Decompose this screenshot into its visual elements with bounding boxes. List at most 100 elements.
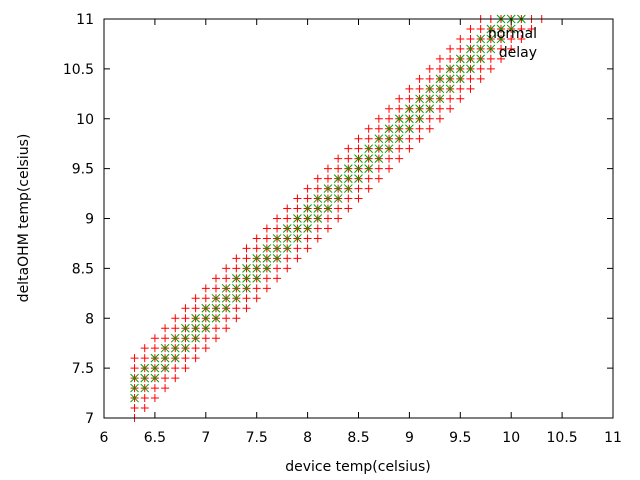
data-point xyxy=(385,164,394,173)
x-tick-label: 10.5 xyxy=(547,430,578,446)
x-tick-label: 8 xyxy=(303,430,312,446)
data-point xyxy=(394,124,404,134)
data-point xyxy=(262,284,271,293)
y-tick-label: 11 xyxy=(76,12,94,28)
data-point xyxy=(211,324,220,333)
data-point xyxy=(395,104,404,113)
data-point xyxy=(405,84,414,93)
data-point xyxy=(140,383,150,393)
data-point xyxy=(344,144,353,153)
data-point xyxy=(232,314,241,323)
data-point xyxy=(242,304,251,313)
data-point xyxy=(313,194,323,203)
data-point xyxy=(476,74,485,83)
data-point xyxy=(333,174,343,183)
data-point xyxy=(466,24,475,33)
y-tick-label: 8 xyxy=(85,311,94,327)
data-point xyxy=(517,34,526,43)
data-point xyxy=(415,104,424,114)
data-point xyxy=(405,144,414,153)
data-point xyxy=(170,353,180,363)
data-point xyxy=(293,234,302,243)
data-point xyxy=(425,124,434,133)
data-point xyxy=(293,214,302,223)
data-point xyxy=(395,94,404,103)
data-point xyxy=(385,154,394,163)
data-point xyxy=(161,334,170,343)
data-point xyxy=(323,174,332,183)
data-point xyxy=(293,194,302,203)
data-point xyxy=(344,154,353,163)
data-point xyxy=(222,314,231,323)
data-point xyxy=(181,343,190,353)
data-point xyxy=(374,114,383,123)
data-point xyxy=(425,84,435,94)
data-point xyxy=(455,64,465,74)
data-point xyxy=(313,184,322,193)
x-tick-label: 9 xyxy=(405,430,414,446)
data-point xyxy=(405,114,414,124)
data-point xyxy=(231,283,241,293)
data-point xyxy=(507,44,516,53)
data-point xyxy=(170,333,180,343)
data-point xyxy=(334,204,343,213)
data-point xyxy=(405,94,414,103)
data-point xyxy=(527,24,536,33)
data-point xyxy=(191,313,200,323)
data-point xyxy=(354,174,363,183)
data-point xyxy=(181,364,190,373)
data-point xyxy=(231,293,241,303)
data-point xyxy=(211,284,220,293)
data-point xyxy=(446,94,455,103)
data-point xyxy=(150,384,159,393)
y-tick-label: 9.5 xyxy=(72,162,94,178)
data-point xyxy=(262,274,271,283)
data-point xyxy=(191,333,200,343)
data-point xyxy=(456,34,465,43)
data-point xyxy=(232,254,241,263)
data-point xyxy=(344,204,353,213)
data-point xyxy=(211,293,221,303)
data-point xyxy=(496,34,506,44)
data-point xyxy=(445,74,455,84)
data-point xyxy=(191,304,200,313)
x-axis-label: device temp(celsius) xyxy=(285,459,431,475)
data-point xyxy=(435,84,445,94)
data-point xyxy=(303,184,312,193)
x-tick-label: 6 xyxy=(100,430,109,446)
data-point xyxy=(150,344,159,353)
plot-points xyxy=(130,14,546,422)
data-point xyxy=(344,194,353,203)
data-point xyxy=(435,114,444,123)
data-point xyxy=(160,363,170,373)
data-point xyxy=(313,224,322,233)
data-point xyxy=(496,24,506,34)
data-point xyxy=(171,324,180,333)
data-point xyxy=(333,184,343,193)
data-point xyxy=(150,334,159,343)
data-point xyxy=(181,314,190,323)
data-point xyxy=(405,124,414,134)
y-tick-label: 10.5 xyxy=(63,62,94,78)
data-point xyxy=(191,323,200,333)
data-point xyxy=(140,344,149,353)
data-point xyxy=(415,114,424,124)
data-point xyxy=(456,84,465,93)
data-point xyxy=(476,54,486,64)
data-point xyxy=(171,374,180,383)
data-point xyxy=(273,224,282,233)
data-point xyxy=(252,294,261,303)
data-point xyxy=(364,154,374,164)
data-point xyxy=(476,44,486,54)
data-point xyxy=(282,244,292,253)
data-point xyxy=(446,54,455,63)
data-point xyxy=(476,24,485,33)
data-point xyxy=(374,164,383,173)
data-point xyxy=(445,84,455,94)
data-point xyxy=(282,224,292,233)
data-point xyxy=(354,144,363,153)
data-point xyxy=(334,164,343,173)
data-point xyxy=(456,94,465,103)
data-point xyxy=(435,74,445,84)
data-point xyxy=(395,144,404,153)
